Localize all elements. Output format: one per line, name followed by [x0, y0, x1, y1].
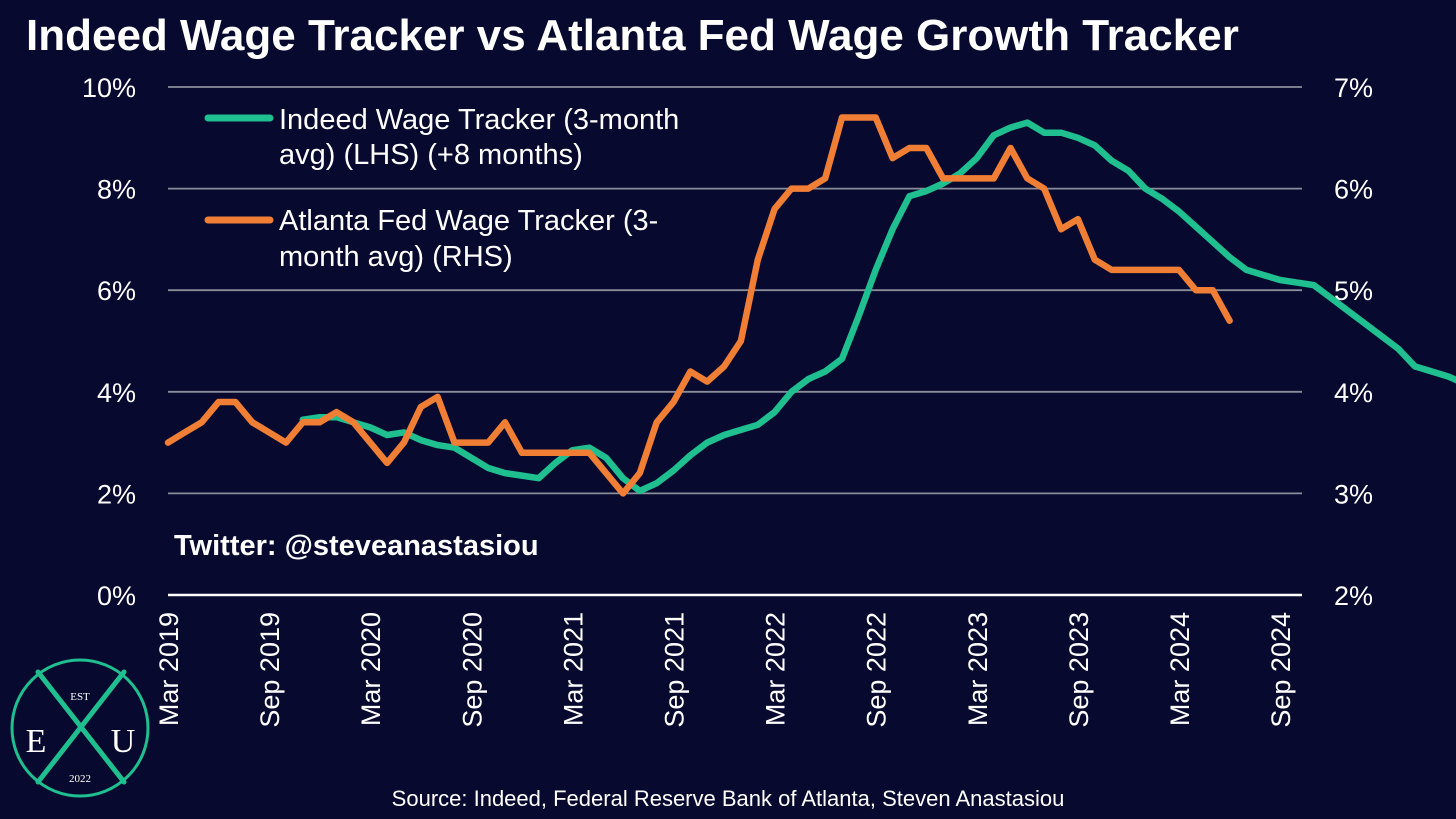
y-left-tick-label: 10% [82, 73, 136, 103]
x-tick-label: Mar 2023 [963, 612, 993, 726]
y-left-tick-label: 0% [97, 581, 136, 611]
source-note: Source: Indeed, Federal Reserve Bank of … [392, 786, 1065, 811]
x-tick-label: Sep 2019 [255, 612, 285, 728]
logo-slash-b [35, 669, 127, 785]
y-left-tick-label: 2% [97, 479, 136, 509]
x-axis: Mar 2019 Sep 2019 Mar 2020 Sep 2020 Mar 2021… [154, 612, 1296, 728]
y-axis-left: 0% 2% 4% 6% 8% 10% [82, 73, 136, 611]
x-tick-label: Mar 2022 [761, 612, 791, 726]
x-tick-label: Sep 2023 [1064, 612, 1094, 728]
legend-label-indeed-line2: avg) (LHS) (+8 months) [279, 139, 583, 171]
logo-est: EST [70, 691, 90, 703]
x-tick-label: Mar 2019 [154, 612, 184, 726]
legend-label-indeed-line1: Indeed Wage Tracker (3-month [279, 104, 679, 136]
x-tick-label: Sep 2020 [457, 612, 487, 728]
y-right-tick-label: 4% [1334, 378, 1373, 408]
y-left-tick-label: 6% [97, 276, 136, 306]
x-tick-label: Mar 2024 [1165, 612, 1195, 726]
y-left-tick-label: 4% [97, 378, 136, 408]
x-tick-label: Mar 2021 [558, 612, 588, 726]
y-right-tick-label: 3% [1334, 479, 1373, 509]
gridlines [168, 86, 1302, 597]
legend-label-atlanta-line2: month avg) (RHS) [279, 241, 513, 273]
series-line-indeed [299, 119, 1456, 495]
logo-letter-e: E [26, 723, 47, 760]
series-lines [164, 114, 1456, 497]
x-tick-label: Mar 2020 [356, 612, 386, 726]
logo-ring [10, 658, 150, 798]
exu-logo: EST E U 2022 [10, 658, 150, 798]
twitter-handle: Twitter: @steveanastasiou [174, 530, 539, 562]
x-tick-label: Sep 2022 [862, 612, 892, 728]
logo-letter-u: U [111, 723, 136, 760]
y-right-tick-label: 7% [1334, 73, 1373, 103]
legend-label-atlanta-line1: Atlanta Fed Wage Tracker (3- [279, 205, 658, 237]
y-right-tick-label: 2% [1334, 581, 1373, 611]
x-tick-label: Sep 2024 [1266, 612, 1296, 728]
legend: Indeed Wage Tracker (3-month avg) (LHS) … [204, 104, 679, 273]
y-axis-right: 2%3%4%5%6%7% [1334, 73, 1373, 611]
series-line-atlanta-fed [164, 114, 1233, 497]
y-right-tick-label: 6% [1334, 175, 1373, 205]
logo-year: 2022 [69, 773, 91, 785]
x-tick-label: Sep 2021 [660, 612, 690, 728]
y-left-tick-label: 8% [97, 175, 136, 205]
chart-title: Indeed Wage Tracker vs Atlanta Fed Wage … [26, 11, 1239, 60]
